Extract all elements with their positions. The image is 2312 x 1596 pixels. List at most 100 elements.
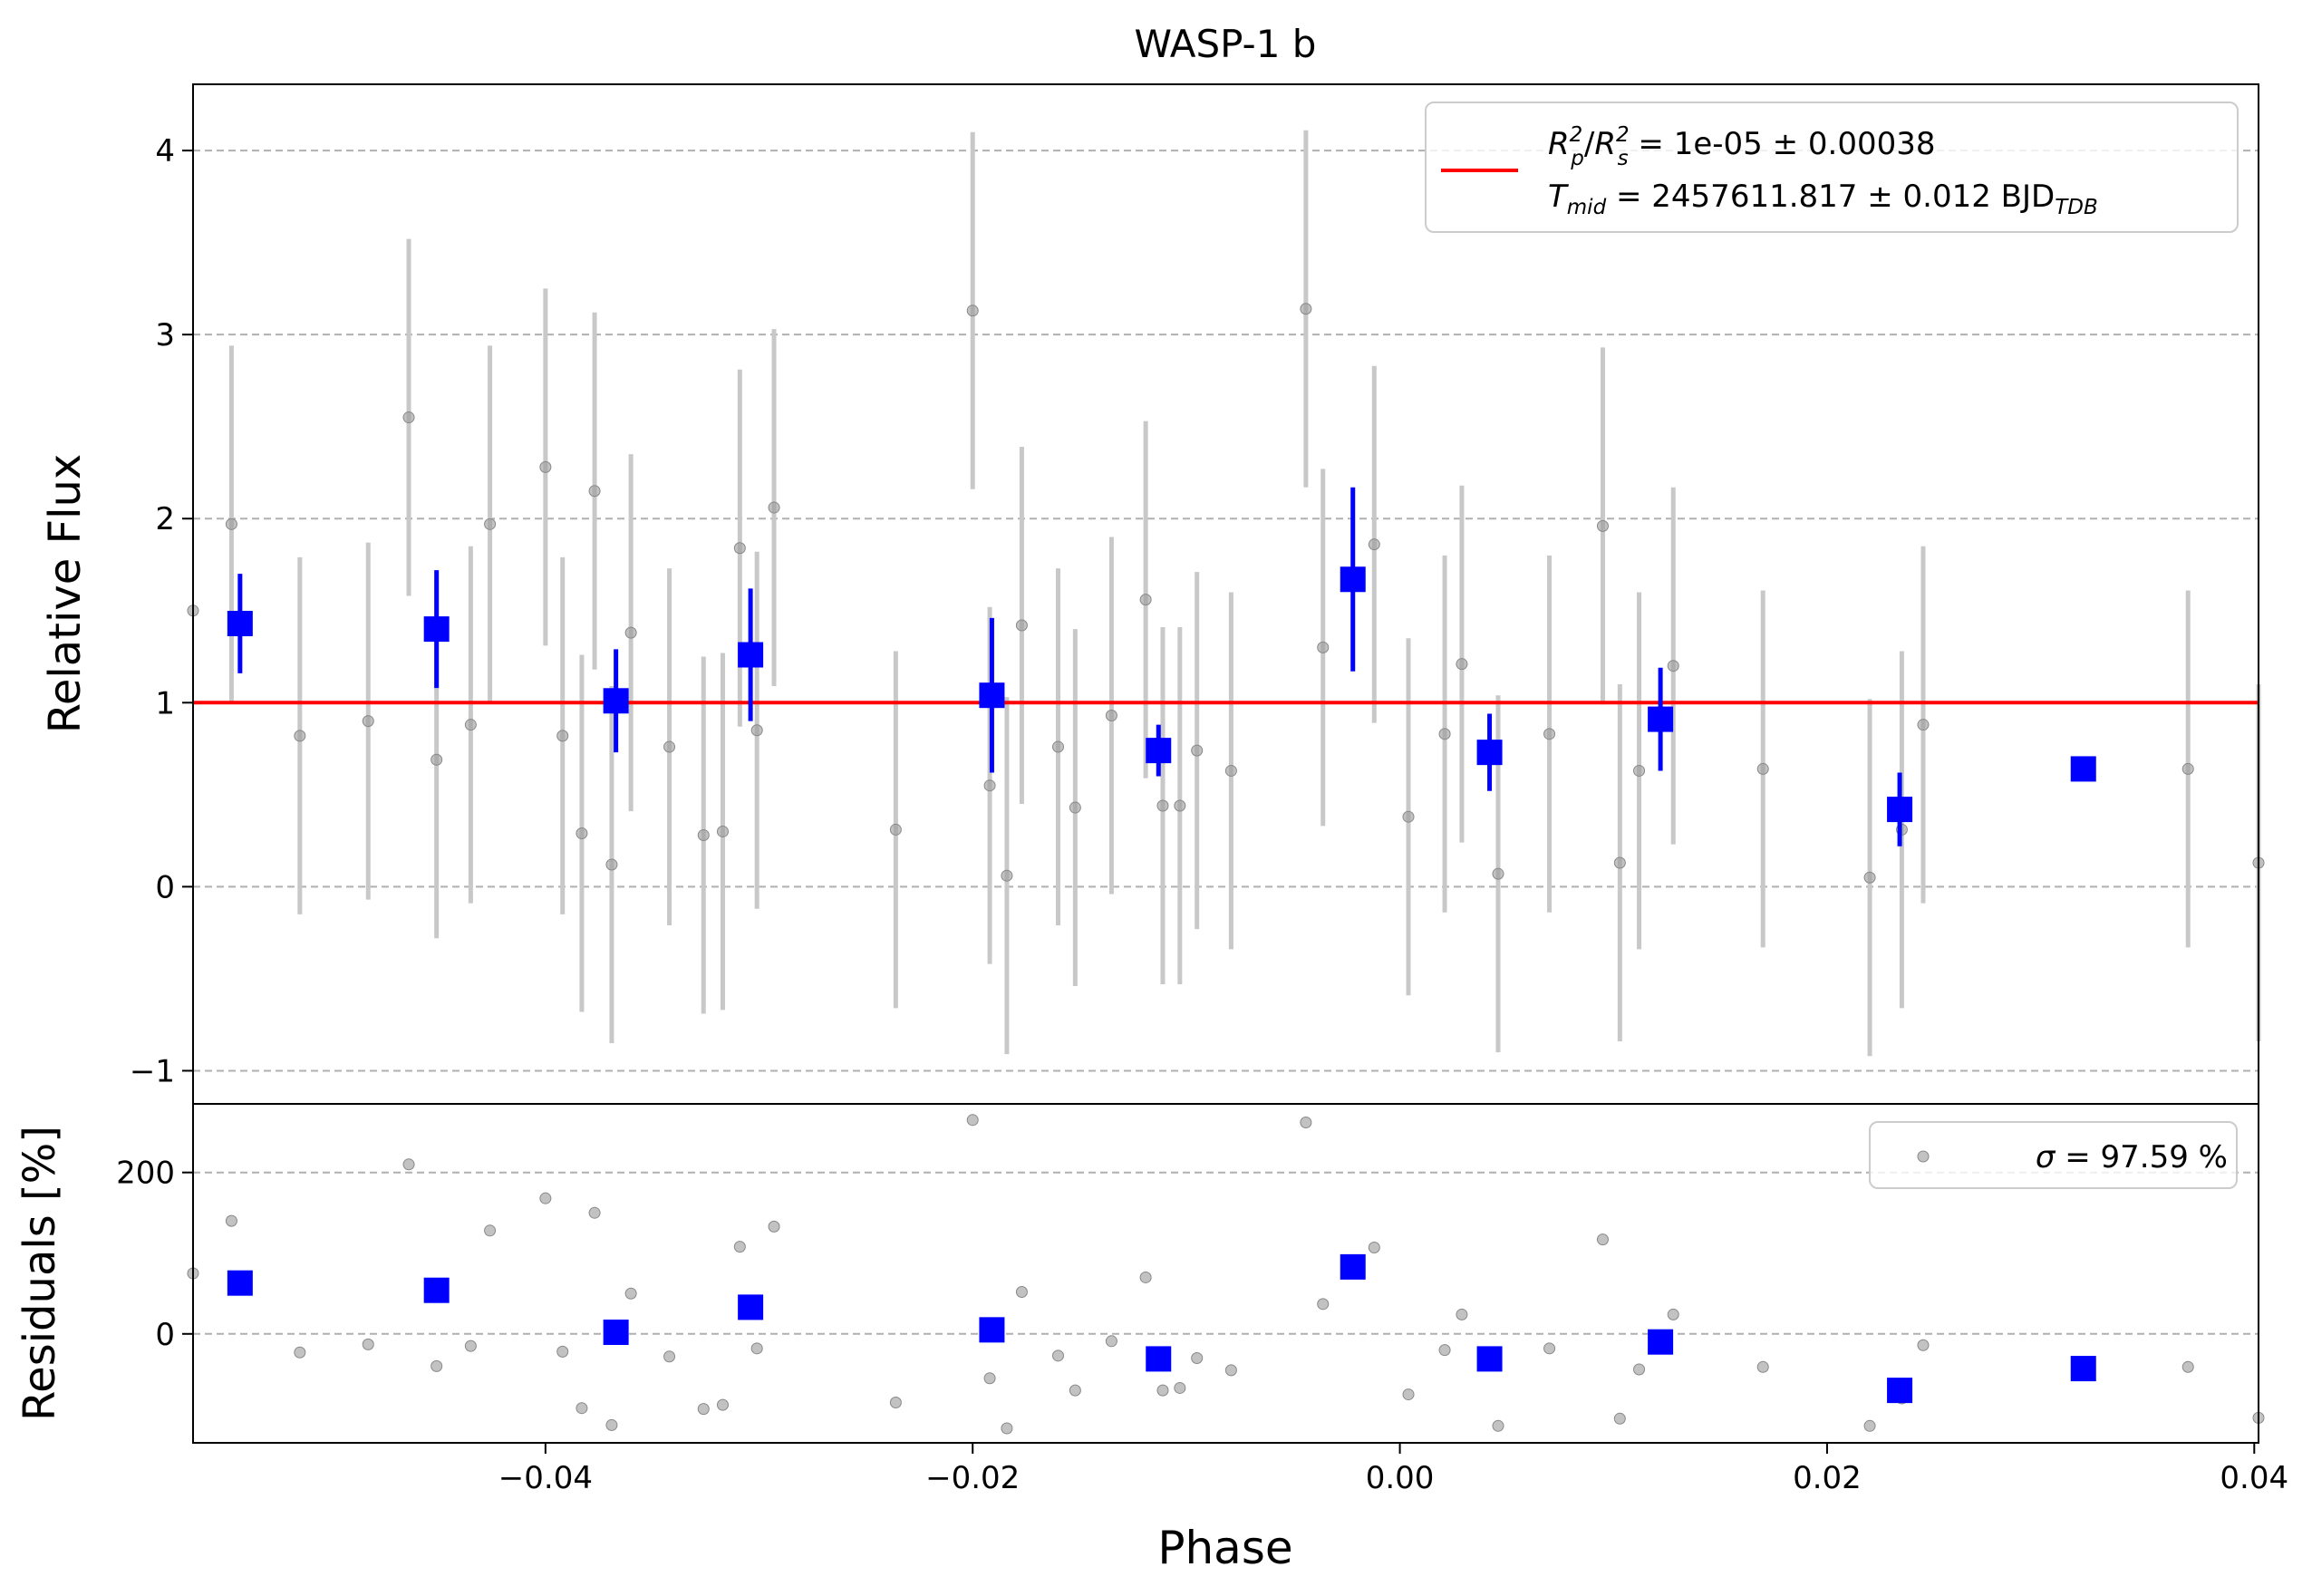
flux-binned-point [603,688,629,714]
flux-raw-point [402,411,415,424]
phase-x-tick-label: 0.00 [1366,1460,1435,1496]
flux-raw-point [1015,619,1028,632]
flux-y-tick-label: 1 [155,685,175,721]
residual-binned-point [1648,1329,1674,1355]
flux-binned-points [227,487,2096,846]
flux-raw-point [1300,303,1312,315]
flux-raw-point [1667,660,1679,672]
flux-binned-point [1648,706,1674,732]
residual-raw-point [716,1398,729,1411]
flux-panel: WASP-1 b −1 0 1 2 3 4 Relative Flux R2 p/R2 s =… [40,22,2265,1105]
residual-raw-point [1156,1384,1169,1397]
flux-plot-frame [192,83,2259,1105]
flux-raw-point [1317,641,1330,653]
flux-raw-point [889,823,902,836]
residual-raw-point [539,1192,552,1204]
flux-raw-point [605,858,618,871]
flux-raw-points [187,130,2265,1057]
residual-binned-point [1340,1253,1366,1280]
residual-raw-point [1596,1233,1609,1246]
flux-raw-point [1596,519,1609,532]
residual-y-tick-label: 200 [116,1156,175,1192]
flux-raw-point [624,626,637,639]
residual-raw-point [1300,1116,1312,1128]
residual-raw-point [1224,1364,1237,1377]
flux-raw-point [484,517,497,530]
residual-raw-point [768,1220,780,1233]
flux-raw-point [1613,856,1626,869]
residuals-legend-box [1869,1121,2238,1189]
flux-raw-point [1069,801,1081,814]
residual-binned-point [2070,1356,2096,1382]
residual-raw-point [464,1340,477,1352]
residual-raw-point [1543,1342,1556,1355]
residual-binned-point [423,1277,450,1303]
residual-raw-point [1402,1388,1415,1401]
flux-raw-point [1368,538,1380,551]
flux-raw-point [768,501,780,514]
flux-raw-point [1633,764,1646,777]
flux-binned-point [738,642,764,668]
flux-binned-point [979,682,1005,709]
residuals-raw-points [187,1114,2265,1435]
flux-raw-point [1756,762,1769,775]
flux-raw-point [733,542,746,555]
flux-y-tick-label: 2 [155,501,175,537]
residual-raw-point [1613,1412,1626,1425]
flux-binned-point [2070,756,2096,782]
flux-raw-point [2181,762,2194,775]
flux-raw-point [362,715,374,728]
residual-binned-point [1476,1346,1503,1372]
phase-x-ticks: −0.04 −0.02 0.00 0.02 0.04 [498,1443,2288,1496]
flux-y-tick-label: 4 [155,133,175,169]
residual-raw-point [362,1338,374,1350]
flux-y-axis-label: Relative Flux [40,454,91,734]
flux-raw-point [1543,728,1556,740]
residual-raw-point [663,1350,676,1363]
phase-x-tick-label: −0.04 [498,1460,593,1496]
residual-raw-point [1191,1352,1204,1364]
residual-raw-point [1756,1360,1769,1373]
flux-raw-point [1001,869,1013,882]
flux-raw-point [225,517,237,530]
residual-raw-point [484,1224,497,1237]
residual-raw-point [697,1403,710,1416]
flux-binned-point [423,616,450,643]
residual-raw-point [1492,1419,1504,1432]
flux-raw-point [716,825,729,837]
residuals-gridlines [193,1171,2259,1335]
residual-raw-point [556,1345,569,1358]
residual-raw-point [1633,1363,1646,1376]
residual-raw-point [750,1342,763,1355]
residual-raw-point [1139,1271,1152,1283]
residual-raw-point [624,1287,637,1300]
phase-x-axis-label: Phase [1157,1522,1292,1574]
flux-raw-point [983,779,996,792]
residuals-plot-frame [192,1103,2259,1444]
residual-raw-point [1001,1422,1013,1435]
residual-raw-point [889,1396,902,1408]
residual-raw-point [294,1346,306,1359]
legend-depth-entry: R2 p/R2 s = 1e-05 ± 0.00038 [1548,123,1935,170]
legend-midtime-entry: Tmid = 2457611.817 ± 0.012 BJDTDB [1548,179,2098,219]
residual-binned-point [227,1270,253,1296]
flux-binned-point [1340,566,1366,593]
flux-binned-point [1476,740,1503,766]
flux-binned-point [1146,738,1172,764]
flux-raw-point [1105,710,1117,722]
residual-binned-point [979,1317,1005,1343]
flux-raw-point [588,485,601,498]
flux-raw-point [1492,867,1504,880]
flux-raw-point [1174,799,1186,812]
flux-y-tick-label: 0 [155,869,175,905]
residual-raw-point [1015,1285,1028,1298]
residuals-legend: σ = 97.59 % [1869,1121,2238,1189]
flux-raw-point [464,719,477,731]
residual-y-tick-label: 0 [155,1317,175,1353]
residual-binned-point [1887,1378,1913,1404]
residual-raw-point [1105,1335,1117,1348]
flux-raw-point [697,829,710,842]
flux-raw-point [576,827,588,839]
flux-legend-box [1425,102,2239,233]
